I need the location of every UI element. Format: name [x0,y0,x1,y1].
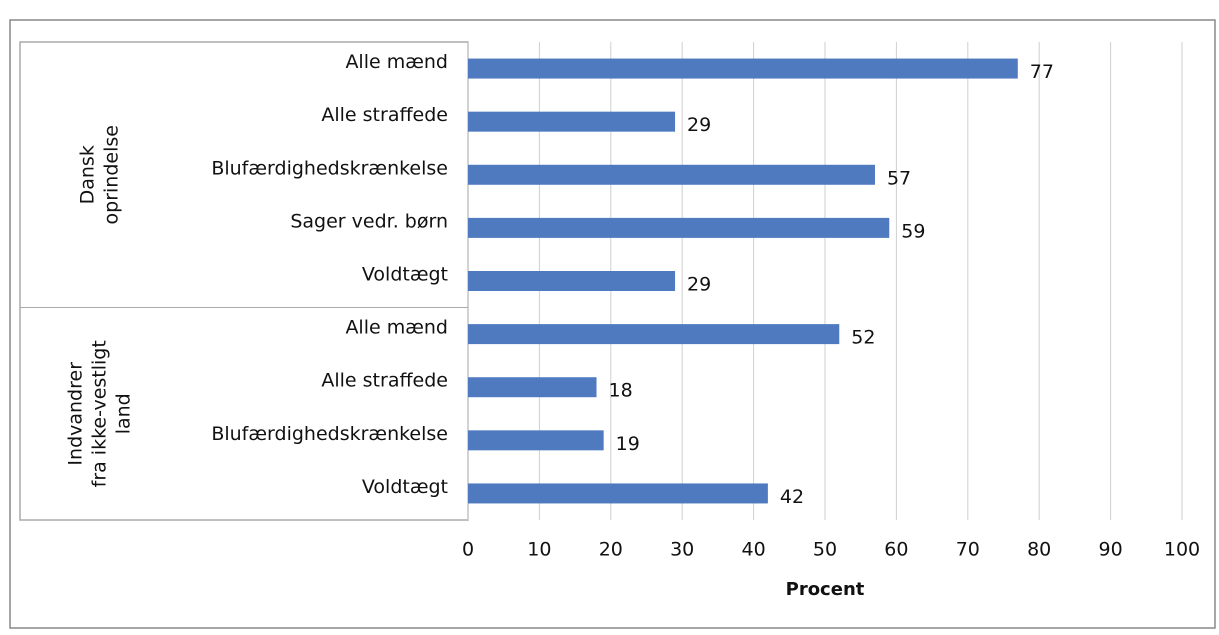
x-tick-label: 60 [884,539,908,561]
x-tick-label: 30 [670,539,694,561]
bar [468,324,840,345]
bar [468,164,875,185]
group-label: Dansk [77,145,99,204]
bar [468,111,676,132]
x-tick-label: 20 [599,539,623,561]
x-tick-label: 50 [813,539,837,561]
value-label: 29 [687,274,711,296]
value-label: 42 [780,486,804,508]
category-label: Voldtægt [362,476,448,498]
x-tick-label: 10 [527,539,551,561]
value-label: 77 [1030,61,1054,83]
category-label: Voldtægt [362,264,448,286]
category-label: Alle mænd [345,317,448,339]
group-label: fra ikke-vestligt [89,340,111,487]
category-label: Blufærdighedskrænkelse [211,423,448,445]
x-tick-label: 0 [462,539,474,561]
bar [468,271,676,291]
x-tick-label: 100 [1164,539,1200,561]
category-label: Sager vedr. børn [290,210,448,232]
bar [468,377,597,398]
x-tick-label: 40 [742,539,766,561]
bar [468,483,768,504]
value-label: 18 [609,380,633,402]
x-tick-label: 90 [1099,539,1123,561]
bar [468,217,890,238]
category-label: Alle straffede [321,370,448,392]
x-axis-label: Procent [786,579,865,600]
category-label: Blufærdighedskrænkelse [211,157,448,179]
group-label: Indvandrer [65,362,87,466]
chart-frame [9,19,1216,629]
value-label: 29 [687,114,711,136]
value-label: 59 [901,220,925,242]
group-label: land [113,393,135,434]
category-label: Alle mænd [345,51,448,73]
value-label: 52 [851,327,875,349]
x-tick-label: 70 [956,539,980,561]
bar [468,58,1018,79]
category-label: Alle straffede [321,104,448,126]
group-label: oprindelse [101,125,123,224]
value-label: 57 [887,167,911,189]
bar [468,430,604,451]
x-tick-label: 80 [1027,539,1051,561]
value-label: 19 [616,433,640,455]
